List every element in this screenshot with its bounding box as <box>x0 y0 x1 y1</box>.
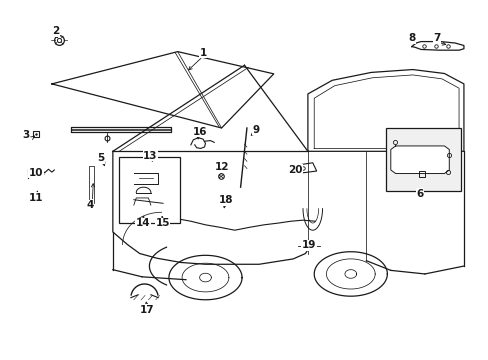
Text: 15: 15 <box>155 218 169 228</box>
Text: 2: 2 <box>52 26 60 36</box>
Bar <box>385 128 461 191</box>
Text: 1: 1 <box>199 48 206 58</box>
Text: 6: 6 <box>416 189 423 199</box>
Text: 11: 11 <box>28 193 43 203</box>
Text: 8: 8 <box>407 33 414 43</box>
Text: 12: 12 <box>215 162 229 172</box>
Text: 18: 18 <box>218 195 233 206</box>
Text: 3: 3 <box>22 130 30 140</box>
Polygon shape <box>52 51 273 128</box>
Text: 20: 20 <box>287 165 302 175</box>
Polygon shape <box>390 146 448 174</box>
Text: 9: 9 <box>252 125 259 135</box>
Polygon shape <box>411 41 463 50</box>
Polygon shape <box>307 69 463 151</box>
Text: 14: 14 <box>136 218 150 228</box>
Bar <box>119 157 180 223</box>
Text: 17: 17 <box>140 305 154 315</box>
Text: 10: 10 <box>28 168 43 178</box>
Text: 19: 19 <box>301 240 315 250</box>
Text: 7: 7 <box>432 33 440 43</box>
Text: 4: 4 <box>86 200 93 210</box>
Text: 5: 5 <box>97 153 104 163</box>
Text: 16: 16 <box>192 127 206 136</box>
Text: 13: 13 <box>143 150 157 161</box>
